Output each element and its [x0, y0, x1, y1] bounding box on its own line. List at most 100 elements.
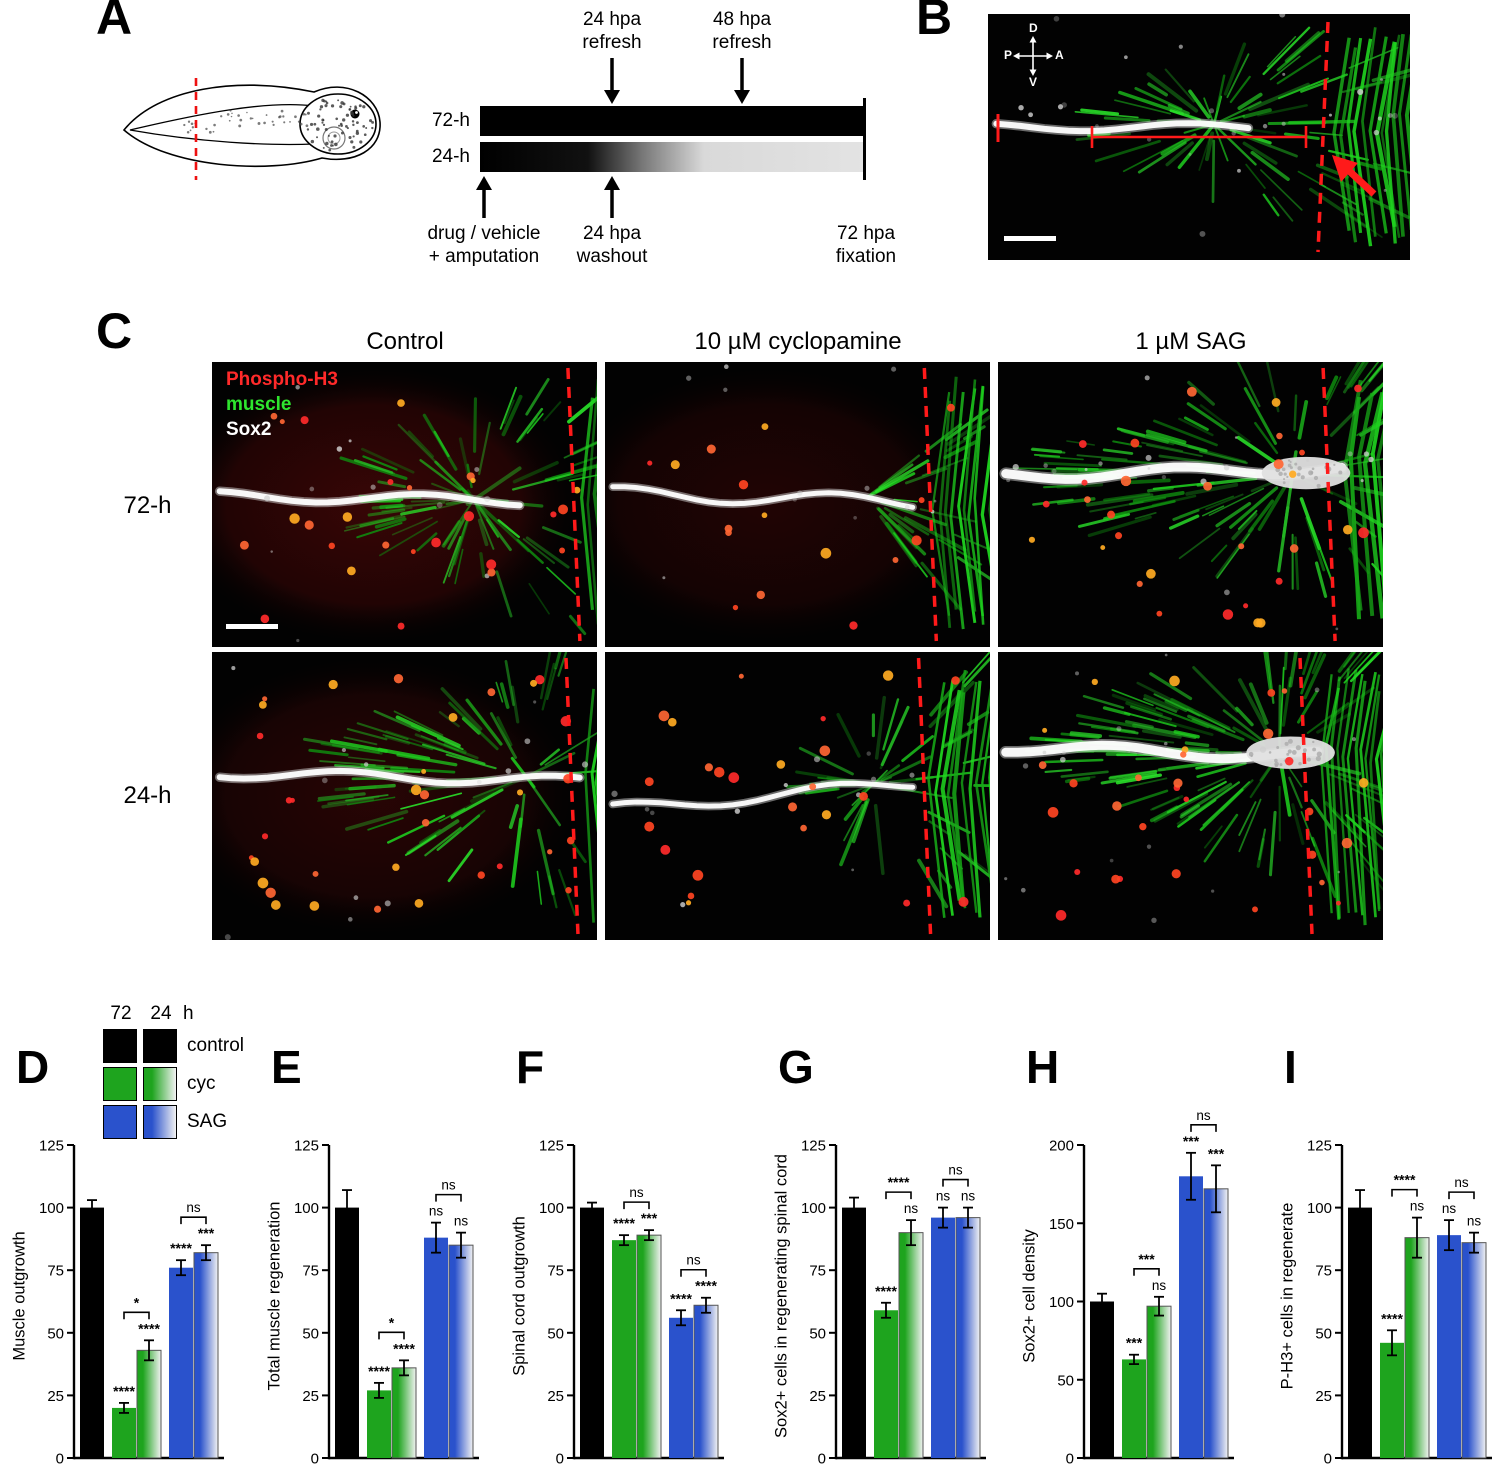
svg-text:****: **** [695, 1278, 717, 1294]
svg-text:ns: ns [1410, 1199, 1425, 1214]
panel-b-micrograph [988, 14, 1410, 260]
red-arrow-icon [1332, 155, 1377, 197]
svg-text:****: **** [368, 1363, 390, 1379]
svg-text:100: 100 [40, 1200, 64, 1217]
stain-label-sox2: Sox2 [226, 419, 272, 440]
svg-text:ns: ns [629, 1185, 644, 1200]
legend-swatch-cyc-72 [103, 1067, 137, 1101]
svg-text:50: 50 [1057, 1372, 1074, 1389]
svg-text:ns: ns [1442, 1201, 1457, 1216]
legend-label-sag: SAG [187, 1111, 228, 1132]
svg-text:****: **** [113, 1383, 135, 1399]
chart-i-ylabel: P-H3+ cells in regenerate [1278, 1202, 1297, 1390]
svg-text:****: **** [393, 1340, 415, 1356]
chart-h-ylabel: Sox2+ cell density [1020, 1229, 1039, 1363]
svg-text:125: 125 [295, 1138, 319, 1155]
panel-b-label: B [916, 0, 953, 45]
svg-text:ns: ns [961, 1189, 976, 1204]
timeline-row-24h-label: 24-h [431, 146, 470, 167]
svg-text:100: 100 [295, 1200, 319, 1217]
svg-text:125: 125 [40, 1138, 64, 1155]
svg-text:25: 25 [47, 1388, 64, 1405]
scale-bar [1004, 236, 1056, 241]
panel-f-label: F [516, 1041, 545, 1093]
svg-text:125: 125 [1308, 1138, 1332, 1155]
timeline-fixation-label: 72 hpa fixation [835, 223, 897, 268]
chart-h-plot: 0 50 100 150 200 *** ns *** *** *** ns [1050, 1108, 1234, 1468]
legend-label-cyc: cyc [187, 1073, 216, 1094]
svg-text:25: 25 [1315, 1388, 1332, 1405]
micrograph-24h-sag [998, 652, 1383, 940]
svg-text:200: 200 [1050, 1138, 1074, 1155]
timeline-bar-24h [480, 142, 866, 172]
panel-e-label: E [271, 1041, 302, 1093]
svg-text:ns: ns [429, 1204, 444, 1219]
chart-spinal-cord-outgrowth: F Spinal cord outgrowth 0 25 50 75 100 125 ***… [500, 1040, 740, 1469]
legend-swatch-sag-72 [103, 1105, 137, 1139]
timeline-washout-label: 24 hpa washout [576, 223, 648, 268]
svg-text:****: **** [670, 1290, 692, 1306]
svg-text:ns: ns [936, 1189, 951, 1204]
stain-label-muscle: muscle [226, 394, 292, 415]
svg-text:0: 0 [1324, 1451, 1332, 1468]
timeline-bar-72h [480, 106, 866, 136]
legend-header-h: h [183, 1003, 194, 1024]
svg-text:ns: ns [686, 1253, 701, 1268]
chart-muscle-outgrowth: D Muscle outgrowth 0 25 50 75 100 125 **** ****… [0, 1040, 240, 1469]
svg-text:25: 25 [302, 1388, 319, 1405]
timeline-row-72h-label: 72-h [431, 110, 470, 131]
compass-dorsal-label: D [1029, 21, 1038, 35]
svg-text:75: 75 [302, 1263, 319, 1280]
svg-text:0: 0 [556, 1451, 564, 1468]
panel-b-image: D V P A [988, 14, 1410, 260]
treatment-legend: 72 24 h control cyc SAG [95, 1003, 345, 1148]
timeline-end-line [863, 98, 866, 180]
timeline-drug-amputation-label: drug / vehicle + amputation [427, 223, 541, 268]
legend-header-24: 24 [150, 1003, 172, 1024]
chart-sox2-cells-spinal-cord: G Sox2+ cells in regenerating spinal cor… [762, 1040, 1002, 1469]
legend-swatch-cyc-24 [143, 1067, 177, 1101]
svg-text:25: 25 [547, 1388, 564, 1405]
panel-b-annotations [996, 21, 1377, 253]
svg-text:75: 75 [547, 1263, 564, 1280]
svg-text:****: **** [1381, 1310, 1403, 1326]
scale-bar [226, 624, 278, 629]
column-header-sag: 1 µM SAG [1135, 328, 1247, 355]
tadpole-schematic [122, 78, 381, 180]
panel-h-label: H [1026, 1041, 1060, 1093]
row-label-72h: 72-h [123, 492, 172, 519]
svg-text:***: *** [1208, 1145, 1225, 1161]
timeline-24hpa-refresh-label: 24 hpa refresh [582, 9, 642, 54]
svg-text:***: *** [1138, 1251, 1155, 1267]
amputation-plane-line [1316, 21, 1330, 253]
svg-text:****: **** [888, 1174, 910, 1190]
svg-text:100: 100 [540, 1200, 564, 1217]
svg-text:ns: ns [904, 1201, 919, 1216]
arrow-up-icon [604, 176, 620, 218]
svg-text:ns: ns [1454, 1175, 1469, 1190]
legend-swatch-control-24 [143, 1029, 177, 1063]
svg-text:***: *** [198, 1225, 215, 1241]
stain-label-phospho-h3: Phospho-H3 [226, 369, 338, 390]
micrograph-24h-control [212, 652, 597, 940]
svg-text:ns: ns [1467, 1214, 1482, 1229]
compass-anterior-label: A [1055, 48, 1064, 62]
svg-text:ns: ns [441, 1178, 456, 1193]
svg-text:****: **** [613, 1215, 635, 1231]
compass-ventral-label: V [1029, 75, 1038, 89]
svg-text:****: **** [1394, 1172, 1416, 1188]
column-header-cyclopamine: 10 µM cyclopamine [694, 328, 902, 355]
svg-text:****: **** [138, 1320, 160, 1336]
panel-c-label: C [96, 303, 133, 359]
svg-text:75: 75 [1315, 1263, 1332, 1280]
micrograph-72h-sag [998, 362, 1383, 647]
arrow-down-icon [604, 58, 620, 104]
panel-i-label: I [1284, 1041, 1297, 1093]
column-header-control: Control [366, 328, 444, 355]
svg-text:*: * [134, 1294, 140, 1310]
